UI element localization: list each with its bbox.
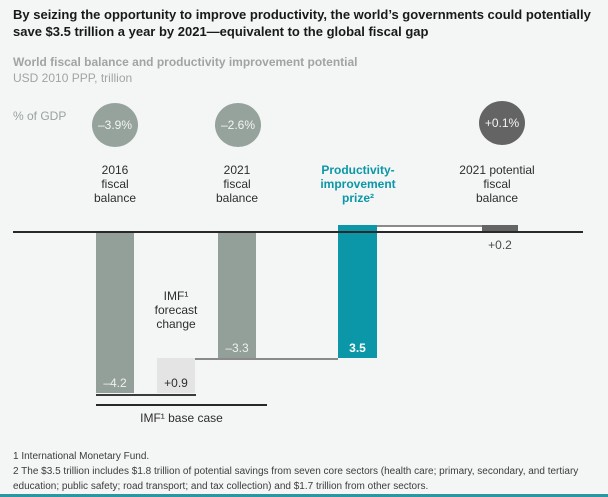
zero-baseline-axis bbox=[13, 231, 583, 233]
column-label-productivity-improvement-prize: Productivity- improvement prize² bbox=[305, 163, 411, 205]
bar-2016-fiscal-balance: –4.2 bbox=[96, 233, 134, 393]
bar-imf-forecast-change: +0.9 bbox=[157, 358, 195, 393]
annotation-line: forecast bbox=[154, 303, 198, 317]
bar-value-label: –3.3 bbox=[225, 341, 249, 356]
annotation-line: change bbox=[156, 317, 196, 331]
bar-value-label-plus-0-2: +0.2 bbox=[488, 238, 512, 252]
pct-gdp-badge-2021: –2.6% bbox=[215, 103, 261, 147]
annotation-line: IMF¹ bbox=[163, 289, 189, 303]
imf-base-case-bracket-line bbox=[96, 404, 267, 406]
connector-line-minus-3-3-level bbox=[157, 358, 338, 360]
column-label-line: balance bbox=[215, 191, 259, 205]
column-label-line: fiscal bbox=[483, 177, 511, 191]
bar-value-label: –4.2 bbox=[103, 375, 127, 390]
bar-productivity-improvement-prize: 3.5 bbox=[338, 225, 377, 359]
column-label-line: balance bbox=[475, 191, 519, 205]
bar-value-label: +0.9 bbox=[164, 375, 188, 390]
footnote-2: 2 The $3.5 trillion includes $1.8 trilli… bbox=[13, 466, 579, 492]
column-label-line: balance bbox=[93, 191, 137, 205]
column-label-line: 2016 bbox=[101, 163, 129, 177]
pct-gdp-badge-2021-potential: +0.1% bbox=[479, 101, 525, 145]
bar-2021-potential-fiscal-balance bbox=[482, 225, 518, 233]
exhibit-title: By seizing the opportunity to improve pr… bbox=[13, 7, 591, 39]
bar-value-label: 3.5 bbox=[349, 341, 366, 356]
connector-line-minus-4-2-level bbox=[96, 394, 196, 396]
column-label-line: improvement bbox=[320, 177, 396, 191]
column-label-line: fiscal bbox=[101, 177, 129, 191]
footnotes: 1 International Monetary Fund. 2 The $3.… bbox=[13, 449, 601, 494]
bar-2021-fiscal-balance: –3.3 bbox=[218, 233, 256, 359]
imf-base-case-label: IMF¹ base case bbox=[140, 411, 223, 425]
chart-title: World fiscal balance and productivity im… bbox=[13, 55, 358, 69]
column-label-line: Productivity- bbox=[321, 163, 395, 177]
footnote-1: 1 International Monetary Fund. bbox=[13, 451, 150, 462]
column-label-2021-fiscal-balance: 2021 fiscal balance bbox=[197, 163, 277, 205]
column-label-2021-potential-fiscal-balance: 2021 potential fiscal balance bbox=[450, 163, 544, 205]
pct-of-gdp-label: % of GDP bbox=[13, 109, 67, 123]
connector-line-plus-0-2-level bbox=[377, 225, 482, 233]
exhibit-bottom-rule bbox=[0, 494, 608, 497]
column-label-line: fiscal bbox=[223, 177, 251, 191]
column-label-2016-fiscal-balance: 2016 fiscal balance bbox=[75, 163, 155, 205]
column-label-line: prize² bbox=[341, 191, 374, 205]
imf-forecast-change-annotation: IMF¹ forecast change bbox=[126, 289, 226, 331]
pct-gdp-badge-2016: –3.9% bbox=[92, 103, 138, 147]
column-label-line: 2021 bbox=[223, 163, 251, 177]
chart-unit-label: USD 2010 PPP, trillion bbox=[13, 71, 133, 85]
column-label-line: 2021 potential bbox=[459, 163, 535, 177]
